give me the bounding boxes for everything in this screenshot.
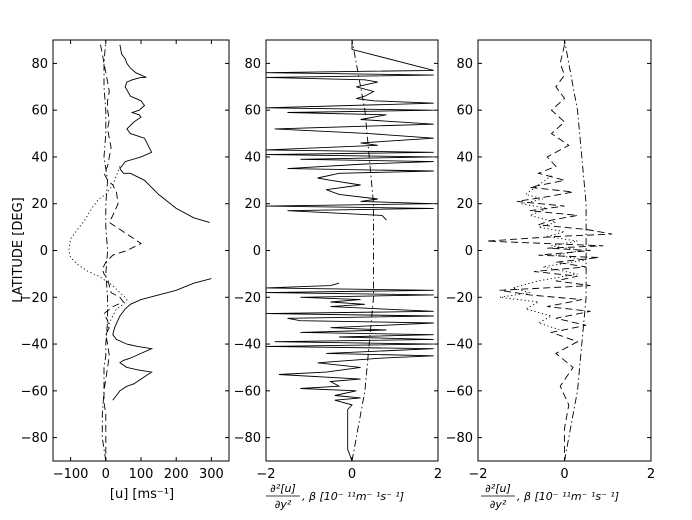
panel-3-plot — [486, 39, 613, 462]
panel-2-series-solid-1 — [265, 40, 434, 221]
y-tick-label: −80 — [446, 431, 473, 446]
x-tick-label: 100 — [129, 467, 154, 482]
y-tick-label: 20 — [244, 197, 261, 212]
y-tick-label: −60 — [446, 384, 473, 399]
panel-1-ticks: −100 0 100 200 300 −80 −60 −40 −20 0 20 40 60 80 — [21, 39, 230, 482]
y-tick-label: 20 — [31, 197, 48, 212]
panel-1-series-solid-1 — [112, 278, 212, 401]
y-tick-label: 0 — [40, 244, 48, 259]
x-tick-label: 0 — [560, 467, 568, 482]
panel-1-series-solid-0 — [119, 44, 210, 223]
x-tick-label: −100 — [53, 467, 89, 482]
y-tick-label: 0 — [465, 244, 473, 259]
y-tick-label: 80 — [31, 57, 48, 72]
panel-1: −100 0 100 200 300 −80 −60 −40 −20 0 20 40 60 80 [u] … — [21, 39, 230, 502]
y-axis-label: LATITUDE [DEG] — [11, 197, 26, 302]
panel-3-x-label: ∂²[u] ∂y² , β [10⁻ ¹¹m⁻ ¹s⁻ ¹] — [481, 482, 619, 511]
panel-1-series-dashed-2 — [100, 44, 142, 461]
panel-2-axes-box — [265, 39, 439, 462]
x-tick-label: 2 — [647, 467, 655, 482]
panel-3-x-label-denominator: ∂y² — [490, 498, 507, 511]
panel-2-x-label-denominator: ∂y² — [275, 498, 292, 511]
panel-2-x-label-units: , β [10⁻ ¹¹m⁻ ¹s⁻ ¹] — [302, 490, 404, 503]
y-tick-label: −80 — [21, 431, 48, 446]
y-tick-label: −20 — [234, 291, 261, 306]
y-tick-label: −40 — [234, 338, 261, 353]
panel-1-series-dotted-3 — [68, 166, 128, 335]
panel-3-x-label-units: , β [10⁻ ¹¹m⁻ ¹s⁻ ¹] — [517, 490, 619, 503]
x-tick-label: 0 — [348, 467, 356, 482]
y-tick-label: 40 — [456, 150, 473, 165]
y-tick-label: 40 — [244, 150, 261, 165]
y-tick-label: 60 — [31, 104, 48, 119]
y-tick-label: −40 — [21, 338, 48, 353]
y-tick-label: 60 — [244, 104, 261, 119]
panel-3-x-label-numerator: ∂²[u] — [485, 482, 511, 495]
x-tick-label: 0 — [102, 467, 110, 482]
x-tick-label: 200 — [164, 467, 189, 482]
panel-2-series-dashdot-0 — [351, 39, 374, 462]
y-tick-label: 0 — [253, 244, 261, 259]
panel-1-series-dashdot-4 — [101, 39, 109, 462]
x-tick-label: −2 — [468, 467, 487, 482]
y-tick-label: 20 — [456, 197, 473, 212]
y-tick-label: −60 — [234, 384, 261, 399]
x-tick-label: 2 — [434, 467, 442, 482]
panel-2-plot — [265, 39, 434, 462]
panel-1-plot — [68, 39, 212, 462]
x-tick-label: 300 — [199, 467, 224, 482]
y-tick-label: 60 — [456, 104, 473, 119]
y-tick-label: −60 — [21, 384, 48, 399]
panel-3-series-dotted-2 — [499, 175, 587, 331]
y-tick-label: −80 — [234, 431, 261, 446]
y-tick-label: 80 — [244, 57, 261, 72]
y-tick-label: −40 — [446, 338, 473, 353]
panel-1-axes-box — [52, 39, 230, 462]
y-tick-label: 80 — [456, 57, 473, 72]
panel-2-x-label: ∂²[u] ∂y² , β [10⁻ ¹¹m⁻ ¹s⁻ ¹] — [266, 482, 404, 511]
x-tick-label: −2 — [256, 467, 275, 482]
y-tick-label: −20 — [446, 291, 473, 306]
panel-2-series-solid-2 — [265, 282, 434, 462]
panel-1-x-label: [u] [ms⁻¹] — [110, 487, 174, 502]
panel-3-series-dashdot-0 — [564, 39, 587, 462]
y-tick-label: 40 — [31, 150, 48, 165]
y-tick-label: −20 — [21, 291, 48, 306]
panel-3-axes-box — [477, 39, 652, 462]
panel-2-x-label-numerator: ∂²[u] — [270, 482, 296, 495]
panel-3-series-dashed-1 — [486, 44, 613, 457]
